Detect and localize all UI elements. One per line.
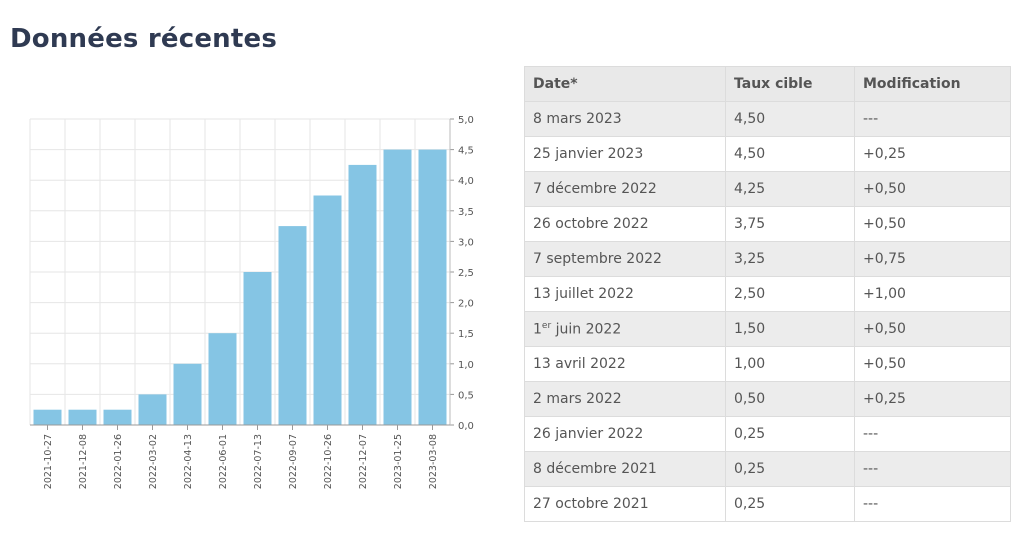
cell-date: 7 décembre 2022 [524, 171, 726, 207]
y-tick-label: 5,0 [458, 115, 474, 126]
bar [278, 226, 307, 425]
cell-date: 8 mars 2023 [524, 101, 726, 137]
header-change: Modification [854, 66, 1011, 102]
table-row: 7 septembre 2022 3,25 +0,75 [524, 241, 1011, 277]
bar [243, 272, 272, 425]
table-row: 7 décembre 2022 4,25 +0,50 [524, 171, 1011, 207]
x-tick-label: 2022-10-26 [323, 434, 334, 489]
table-row: 1er juin 2022 1,50 +0,50 [524, 311, 1011, 347]
cell-change: +0,25 [854, 136, 1011, 172]
cell-change: +0,75 [854, 241, 1011, 277]
cell-date: 26 janvier 2022 [524, 416, 726, 452]
cell-change: --- [854, 416, 1011, 452]
y-tick-label: 2,0 [458, 299, 474, 310]
x-tick-label: 2022-12-07 [358, 434, 369, 489]
x-tick-label: 2022-09-07 [288, 434, 299, 489]
cell-rate: 3,75 [725, 206, 855, 242]
x-tick-label: 2022-04-13 [183, 434, 194, 489]
cell-change: --- [854, 101, 1011, 137]
bar [33, 409, 62, 425]
bar [208, 333, 237, 425]
x-tick-label: 2023-03-08 [428, 434, 439, 489]
header-rate: Taux cible [725, 66, 855, 102]
cell-date: 2 mars 2022 [524, 381, 726, 417]
cell-rate: 0,50 [725, 381, 855, 417]
table-row: 26 octobre 2022 3,75 +0,50 [524, 206, 1011, 242]
cell-date: 13 juillet 2022 [524, 276, 726, 312]
y-tick-label: 1,5 [458, 329, 474, 340]
cell-change: +0,25 [854, 381, 1011, 417]
table-row: 2 mars 2022 0,50 +0,25 [524, 381, 1011, 417]
cell-date: 7 septembre 2022 [524, 241, 726, 277]
y-tick-label: 0,0 [458, 421, 474, 432]
table-row: 13 avril 2022 1,00 +0,50 [524, 346, 1011, 382]
cell-change: +1,00 [854, 276, 1011, 312]
date-month-year: juin 2022 [551, 321, 622, 338]
page-title: Données récentes [10, 24, 278, 54]
cell-date: 26 octobre 2022 [524, 206, 726, 242]
table-row: 26 janvier 2022 0,25 --- [524, 416, 1011, 452]
cell-change: --- [854, 486, 1011, 522]
cell-rate: 0,25 [725, 416, 855, 452]
table-row: 13 juillet 2022 2,50 +1,00 [524, 276, 1011, 312]
y-tick-label: 3,0 [458, 237, 474, 248]
y-tick-label: 1,0 [458, 360, 474, 371]
cell-rate: 4,50 [725, 101, 855, 137]
cell-change: +0,50 [854, 346, 1011, 382]
cell-change: +0,50 [854, 206, 1011, 242]
cell-rate: 3,25 [725, 241, 855, 277]
bar [103, 409, 132, 425]
cell-date: 27 octobre 2021 [524, 486, 726, 522]
table-row: 25 janvier 2023 4,50 +0,25 [524, 136, 1011, 172]
header-date: Date* [524, 66, 726, 102]
y-tick-label: 2,5 [458, 268, 474, 279]
rate-bar-chart: 0,0 0,5 1,0 1,5 2,0 2,5 3,0 3,5 4,0 4,5 5,0 2021-10… [29, 115, 474, 489]
bar [348, 164, 377, 425]
y-tick-label: 3,5 [458, 207, 474, 218]
table-row: 27 octobre 2021 0,25 --- [524, 486, 1011, 522]
y-tick-label: 4,5 [458, 146, 474, 157]
cell-rate: 2,50 [725, 276, 855, 312]
cell-change: +0,50 [854, 311, 1011, 347]
bar [138, 394, 167, 425]
cell-rate: 0,25 [725, 451, 855, 487]
cell-change: +0,50 [854, 171, 1011, 207]
bar [68, 409, 97, 425]
bar [418, 149, 447, 425]
y-tick-label: 4,0 [458, 176, 474, 187]
table-header-row: Date* Taux cible Modification [524, 66, 1011, 102]
y-tick-label: 0,5 [458, 390, 474, 401]
cell-date: 8 décembre 2021 [524, 451, 726, 487]
cell-date: 25 janvier 2023 [524, 136, 726, 172]
rates-table: Date* Taux cible Modification 8 mars 202… [524, 66, 1011, 522]
x-tick-label: 2022-01-26 [113, 434, 124, 489]
x-tick-label: 2022-03-02 [148, 434, 159, 489]
cell-rate: 4,50 [725, 136, 855, 172]
table-row: 8 mars 2023 4,50 --- [524, 101, 1011, 137]
cell-rate: 4,25 [725, 171, 855, 207]
table-row: 8 décembre 2021 0,25 --- [524, 451, 1011, 487]
cell-rate: 1,50 [725, 311, 855, 347]
cell-rate: 0,25 [725, 486, 855, 522]
bar [313, 195, 342, 425]
x-tick-label: 2023-01-25 [393, 434, 404, 489]
date-ordinal: er [541, 320, 552, 331]
cell-date: 1er juin 2022 [524, 311, 726, 347]
cell-change: --- [854, 451, 1011, 487]
bar [173, 363, 202, 425]
x-tick-label: 2021-12-08 [78, 434, 89, 489]
cell-rate: 1,00 [725, 346, 855, 382]
cell-date: 13 avril 2022 [524, 346, 726, 382]
x-tick-label: 2022-07-13 [253, 434, 264, 489]
bar [383, 149, 412, 425]
date-day: 1 [533, 321, 542, 338]
x-tick-label: 2022-06-01 [218, 434, 229, 489]
x-tick-label: 2021-10-27 [43, 434, 54, 489]
